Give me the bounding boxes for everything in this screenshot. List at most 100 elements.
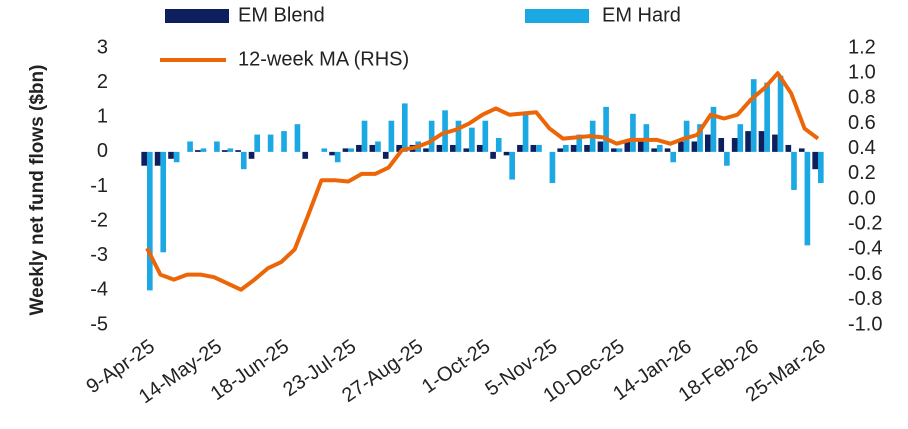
bar: [664, 148, 671, 152]
bar: [718, 138, 725, 152]
bar: [294, 124, 301, 152]
bar: [423, 148, 429, 152]
bar: [764, 82, 770, 152]
bar: [329, 151, 335, 156]
bar: [691, 141, 698, 152]
bar: [495, 138, 502, 152]
bar: [248, 151, 255, 159]
bar: [705, 134, 711, 152]
bar: [624, 141, 631, 152]
bar: [637, 141, 644, 152]
bar: [396, 144, 402, 152]
bar: [334, 151, 341, 163]
bar: [670, 151, 677, 163]
y2-tick-label: -0.2: [848, 213, 882, 235]
y2-tick-label: 0.4: [848, 137, 876, 159]
bar: [576, 134, 583, 152]
bar: [503, 151, 510, 156]
bar: [173, 151, 180, 163]
bar: [812, 151, 818, 170]
x-tick-label: 1-Oct-25: [418, 335, 494, 398]
bar: [584, 144, 590, 152]
y-axis-title: Weekly net fund flows ($bn): [27, 65, 48, 316]
bar: [369, 144, 376, 152]
y2-tick-label: 0.8: [848, 87, 876, 109]
bar: [428, 120, 435, 152]
bar: [281, 131, 287, 152]
bar: [616, 148, 623, 152]
bar: [731, 138, 738, 152]
y-tick-label: -5: [90, 313, 108, 335]
bar: [375, 141, 381, 152]
y2-tick-label: 1.0: [848, 61, 876, 83]
bar: [603, 106, 609, 152]
y-tick-label: 1: [97, 106, 108, 128]
bar: [798, 148, 805, 152]
bar: [522, 113, 529, 152]
bar: [200, 148, 207, 152]
bar: [469, 127, 475, 152]
bar: [342, 148, 349, 152]
y2-tick-label: -1.0: [848, 313, 882, 335]
bar: [678, 141, 684, 152]
bar: [361, 120, 368, 152]
bar: [160, 151, 167, 253]
legend-swatch: [165, 9, 229, 23]
bar: [597, 141, 604, 152]
bar: [321, 148, 328, 152]
bar: [785, 144, 792, 152]
bar: [463, 148, 470, 152]
bar: [490, 151, 496, 159]
ma-line: [145, 71, 820, 292]
bar: [235, 150, 241, 152]
bar: [401, 103, 408, 152]
y-tick-label: -1: [90, 175, 108, 197]
y2-tick-label: -0.4: [848, 238, 882, 260]
bar: [168, 151, 174, 159]
bar: [302, 151, 309, 159]
bar: [195, 150, 201, 152]
bar: [611, 148, 617, 152]
bar: [804, 151, 811, 246]
bar: [267, 134, 274, 152]
legend-label: 12-week MA (RHS): [238, 48, 409, 70]
bar: [455, 120, 462, 152]
bar: [697, 124, 703, 152]
bar: [772, 134, 778, 152]
legend-swatch: [525, 9, 589, 23]
y-tick-label: -3: [90, 244, 108, 266]
y2-tick-label: 0.2: [848, 162, 876, 184]
bar: [214, 141, 220, 152]
bar: [509, 151, 515, 180]
bar: [254, 134, 260, 152]
bar: [154, 151, 161, 166]
y2-tick-label: 1.2: [848, 36, 876, 58]
bar: [710, 106, 717, 152]
bar: [570, 144, 577, 152]
bar: [147, 151, 153, 291]
bar: [482, 120, 489, 152]
bar: [221, 150, 228, 152]
bar: [530, 144, 537, 152]
y-tick-label: 0: [97, 140, 108, 162]
bar: [777, 75, 784, 152]
y-tick-label: -2: [90, 209, 108, 231]
legend-label: EM Blend: [238, 4, 325, 26]
bar: [382, 151, 389, 159]
y2-tick-label: 0.0: [848, 187, 876, 209]
bar: [227, 148, 234, 152]
y2-tick-label: -0.8: [848, 288, 882, 310]
y-tick-label: 3: [97, 36, 108, 58]
bar: [745, 131, 751, 152]
bar: [436, 144, 443, 152]
bar: [818, 151, 824, 184]
bar: [388, 120, 395, 152]
y2-tick-label: 0.6: [848, 112, 876, 134]
bar: [656, 144, 663, 152]
bar: [630, 113, 636, 152]
bar: [557, 148, 564, 152]
bar: [549, 151, 556, 184]
legend-label: EM Hard: [602, 4, 681, 26]
bar: [651, 148, 657, 152]
